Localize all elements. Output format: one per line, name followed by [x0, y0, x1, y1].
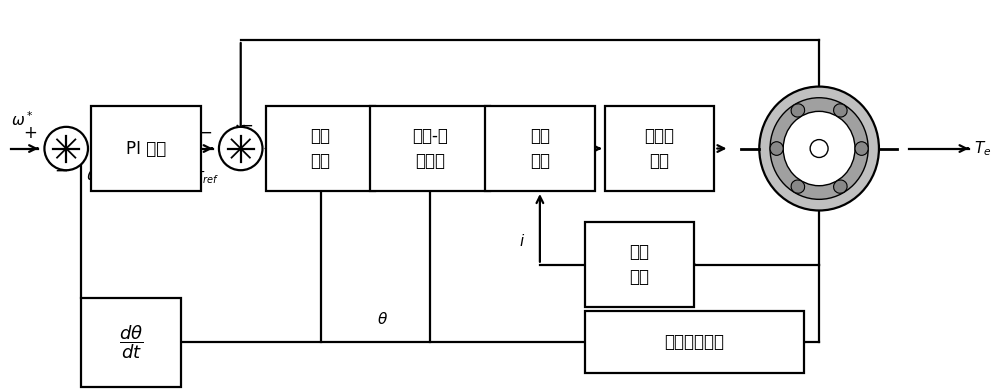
Ellipse shape	[770, 98, 868, 199]
Text: −: −	[239, 117, 253, 135]
Bar	[266, 106, 375, 191]
Bar	[81, 298, 181, 386]
Text: +: +	[23, 124, 37, 142]
Bar	[91, 106, 201, 191]
Bar	[485, 106, 595, 191]
Ellipse shape	[791, 104, 805, 117]
Text: −: −	[198, 124, 212, 142]
Text: 电流
滞环: 电流 滞环	[530, 127, 550, 170]
Text: $\omega^*$: $\omega^*$	[11, 110, 34, 129]
Text: 功率变
换器: 功率变 换器	[645, 127, 675, 170]
Ellipse shape	[791, 180, 805, 193]
Text: PI 调速: PI 调速	[126, 140, 166, 158]
Ellipse shape	[834, 104, 847, 117]
Text: $\dfrac{d\theta}{dt}$: $\dfrac{d\theta}{dt}$	[119, 323, 143, 361]
Ellipse shape	[759, 87, 879, 211]
Text: $i$: $i$	[519, 233, 525, 249]
Text: 转子位置检测: 转子位置检测	[664, 333, 724, 351]
Circle shape	[44, 127, 88, 170]
Bar	[585, 222, 694, 307]
Circle shape	[810, 140, 828, 158]
Ellipse shape	[855, 142, 868, 155]
Ellipse shape	[770, 142, 783, 155]
Text: $\theta$: $\theta$	[377, 311, 388, 327]
Bar	[370, 106, 490, 191]
Text: −: −	[54, 162, 68, 180]
Text: $T_e$: $T_e$	[974, 139, 991, 158]
Circle shape	[219, 127, 263, 170]
Text: $\omega$: $\omega$	[86, 168, 100, 183]
Text: $T_{ref}$: $T_{ref}$	[194, 170, 219, 186]
Ellipse shape	[783, 112, 855, 186]
Bar	[605, 106, 714, 191]
Text: $I_{ref}$: $I_{ref}$	[495, 113, 516, 129]
Ellipse shape	[834, 180, 847, 193]
Bar	[585, 311, 804, 373]
Text: 转矩
分配: 转矩 分配	[311, 127, 331, 170]
Text: 电流
检测: 电流 检测	[630, 243, 650, 286]
Text: 转矩-电
流转换: 转矩-电 流转换	[412, 127, 448, 170]
